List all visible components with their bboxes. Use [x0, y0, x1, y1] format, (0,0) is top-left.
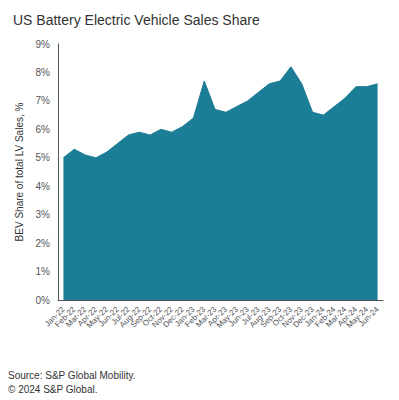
svg-text:Apr-24: Apr-24: [335, 304, 360, 329]
svg-text:May-22: May-22: [84, 304, 110, 330]
svg-text:2%: 2%: [36, 238, 51, 249]
svg-text:Aug-23: Aug-23: [247, 304, 273, 330]
svg-text:© 2024 S&P Global.: © 2024 S&P Global.: [8, 384, 97, 395]
svg-text:Apr-22: Apr-22: [75, 304, 100, 329]
svg-text:US Battery Electric Vehicle Sa: US Battery Electric Vehicle Sales Share: [13, 12, 260, 28]
svg-text:BEV Share of total LV Sales, %: BEV Share of total LV Sales, %: [14, 103, 25, 242]
svg-text:5%: 5%: [36, 152, 51, 163]
svg-text:Oct-23: Oct-23: [270, 304, 295, 329]
svg-text:Jul-22: Jul-22: [109, 304, 132, 327]
svg-text:3%: 3%: [36, 209, 51, 220]
svg-text:Jun-22: Jun-22: [97, 304, 121, 329]
svg-text:Feb-22: Feb-22: [53, 304, 78, 330]
svg-text:0%: 0%: [36, 295, 51, 306]
svg-text:Oct-22: Oct-22: [140, 304, 165, 329]
svg-text:Nov-22: Nov-22: [150, 304, 175, 330]
svg-text:Feb-24: Feb-24: [313, 304, 338, 330]
svg-text:Apr-23: Apr-23: [205, 304, 230, 329]
svg-text:8%: 8%: [36, 67, 51, 78]
svg-text:Dec-22: Dec-22: [161, 304, 186, 330]
svg-text:Jun-23: Jun-23: [227, 304, 251, 329]
svg-text:9%: 9%: [36, 39, 51, 50]
svg-text:Aug-22: Aug-22: [117, 304, 143, 330]
svg-text:Nov-23: Nov-23: [280, 304, 305, 330]
svg-text:Jun-24: Jun-24: [357, 304, 381, 328]
svg-text:Jul-23: Jul-23: [239, 304, 262, 327]
svg-text:Sep-23: Sep-23: [258, 304, 284, 330]
svg-text:Jan-22: Jan-22: [43, 304, 67, 329]
svg-text:Source: S&P Global Mobility.: Source: S&P Global Mobility.: [8, 370, 135, 381]
svg-text:4%: 4%: [36, 181, 51, 192]
svg-text:Mar-23: Mar-23: [194, 304, 219, 330]
svg-text:May-23: May-23: [214, 304, 240, 330]
svg-text:Jan-24: Jan-24: [303, 304, 327, 329]
svg-text:Jan-23: Jan-23: [173, 304, 197, 329]
svg-text:Mar-22: Mar-22: [64, 304, 89, 330]
svg-text:7%: 7%: [36, 95, 51, 106]
svg-text:6%: 6%: [36, 124, 51, 135]
svg-text:Dec-23: Dec-23: [291, 304, 316, 330]
svg-text:1%: 1%: [36, 266, 51, 277]
svg-text:Sep-22: Sep-22: [128, 304, 154, 330]
svg-text:Feb-23: Feb-23: [183, 304, 208, 330]
svg-text:Mar-24: Mar-24: [324, 304, 349, 330]
svg-text:May-24: May-24: [344, 304, 370, 330]
